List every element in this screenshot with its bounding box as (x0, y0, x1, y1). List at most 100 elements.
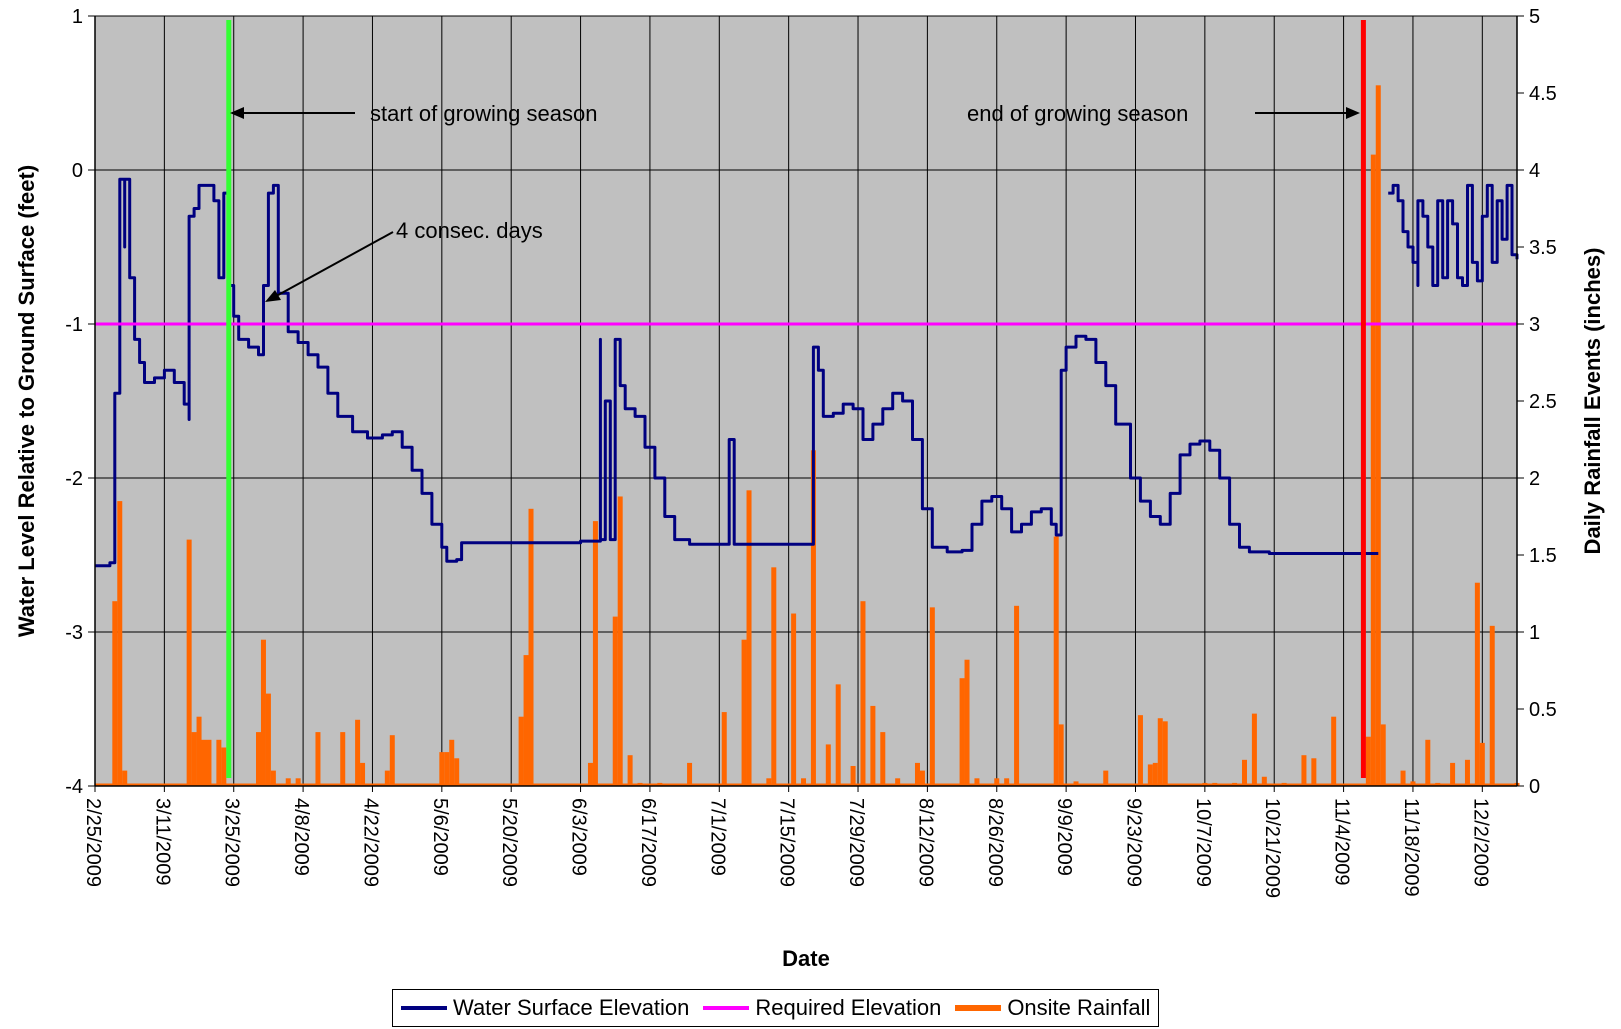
legend-swatch-water (401, 1006, 447, 1010)
y-tick-label-right: 1 (1529, 622, 1540, 644)
legend-item-onsite-rainfall: Onsite Rainfall (955, 995, 1150, 1021)
axes (88, 15, 1524, 792)
rainfall-bar (870, 705, 876, 786)
x-tick-label: 9/23/2009 (1122, 798, 1144, 887)
rainfall-bar (771, 567, 777, 786)
rainfall-bar (1479, 742, 1485, 786)
rainfall-bar (657, 782, 663, 786)
rainfall-bar (1073, 781, 1079, 786)
rainfall-bar (186, 539, 192, 786)
rainfall-bar (1311, 758, 1317, 786)
rainfall-bar (1053, 536, 1059, 786)
rainfall-bar (444, 752, 450, 786)
rainfall-bar (919, 770, 925, 786)
rainfall-bar (518, 716, 524, 786)
x-tick-label: 2/25/2009 (82, 798, 104, 887)
x-tick-label: 7/1/2009 (706, 798, 728, 876)
rainfall-bar (191, 732, 197, 786)
x-tick-label: 9/9/2009 (1053, 798, 1075, 876)
x-tick-label: 7/15/2009 (776, 798, 798, 887)
annotations: start of growing season end of growing s… (230, 101, 1360, 302)
rainfall-bar (122, 770, 128, 786)
x-tick-label: 8/12/2009 (914, 798, 936, 887)
rainfall-bar (196, 716, 202, 786)
y-tick-label-right: 3 (1529, 314, 1540, 336)
rainfall-bar (825, 744, 831, 786)
rainfall-bar (1014, 605, 1020, 786)
plot-area (94, 15, 1518, 787)
x-tick-label: 8/26/2009 (984, 798, 1006, 887)
rainfall-bar (1450, 762, 1456, 786)
rainfall-bar (285, 778, 291, 786)
rainfall-bar (454, 758, 460, 786)
rainfall-bar (746, 490, 752, 786)
rainfall-bar (256, 732, 262, 786)
rainfall-bar (1103, 770, 1109, 786)
rainfall-bar (850, 765, 856, 786)
y-tick-label-left: -4 (65, 776, 83, 798)
rainfall-bar (791, 613, 797, 786)
rainfall-bar (1400, 770, 1406, 786)
y-tick-label-left: 0 (72, 160, 83, 182)
x-axis-title: Date (782, 946, 830, 971)
rainfall-bar (1137, 715, 1143, 786)
legend: Water Surface Elevation Required Elevati… (392, 989, 1160, 1027)
rainfall-bar (1162, 721, 1168, 786)
legend-item-water-surface-elevation: Water Surface Elevation (401, 995, 689, 1021)
rainfall-bar (1058, 724, 1064, 786)
rainfall-bars (95, 85, 1520, 787)
rainfall-bar (617, 496, 623, 786)
legend-swatch-required (703, 1006, 750, 1010)
rainfall-bar (929, 607, 935, 786)
rainfall-bar (974, 778, 980, 786)
rainfall-bar (741, 639, 747, 786)
rainfall-bar (1474, 582, 1480, 786)
y-tick-label-right: 2.5 (1529, 391, 1557, 413)
rainfall-bar (687, 762, 693, 786)
rainfall-bar (1365, 736, 1371, 786)
rainfall-bar (117, 501, 123, 786)
rainfall-bar (1425, 739, 1431, 786)
y-tick-label-left: -1 (65, 314, 83, 336)
rainfall-bar (206, 739, 212, 786)
rainfall-bar (880, 732, 886, 786)
rainfall-bar (265, 693, 271, 786)
rainfall-bar (1380, 724, 1386, 786)
annotation-4-consec-days: 4 consec. days (396, 218, 543, 243)
rainfall-bar (201, 739, 207, 786)
rainfall-bar (528, 508, 534, 786)
rainfall-bar (1004, 778, 1010, 786)
rainfall-bar (835, 684, 841, 786)
legend-swatch-rainfall (955, 1005, 1002, 1011)
rainfall-bar (1410, 781, 1416, 786)
rainfall-bar (766, 778, 772, 786)
rainfall-bar (221, 747, 227, 786)
rainfall-bar (384, 770, 390, 786)
rainfall-bar (270, 770, 276, 786)
rainfall-bar (895, 778, 901, 786)
legend-item-required-elevation: Required Elevation (703, 995, 941, 1021)
y-tick-label-right: 2 (1529, 468, 1540, 490)
rainfall-bar (340, 732, 346, 786)
rainfall-bar (1147, 764, 1153, 786)
x-tick-label: 11/4/2009 (1331, 798, 1353, 886)
y-axis-title-right: Daily Rainfall Events (inches) (1580, 248, 1605, 555)
legend-label: Water Surface Elevation (453, 995, 690, 1020)
annotation-start-of-growing-season: start of growing season (370, 101, 597, 126)
rainfall-bar (1464, 759, 1470, 786)
rainfall-bar (1489, 625, 1495, 786)
rainfall-bar (587, 762, 593, 786)
rainfall-bar (439, 752, 445, 786)
rainfall-bar (914, 762, 920, 786)
y-tick-label-right: 4.5 (1529, 83, 1557, 105)
rainfall-bar (1261, 776, 1267, 786)
rainfall-bar (1375, 85, 1381, 787)
rainfall-bar (964, 659, 970, 786)
rainfall-bar (1152, 762, 1158, 786)
x-tick-label: 5/20/2009 (498, 798, 520, 887)
rainfall-bar (1301, 755, 1307, 786)
rainfall-bar (1251, 713, 1257, 786)
rainfall-bar (627, 755, 633, 786)
tick-labels: 2/25/2009 3/11/2009 3/25/2009 4/8/2009 4/22/… (65, 6, 1557, 898)
